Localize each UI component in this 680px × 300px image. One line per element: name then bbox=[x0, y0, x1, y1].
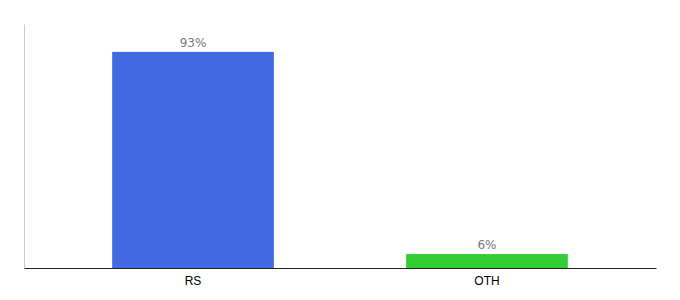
x-tick: RS bbox=[185, 274, 202, 288]
x-axis: RS OTH bbox=[25, 269, 657, 288]
bar bbox=[112, 52, 274, 268]
plot: RS OTH 93% 6% bbox=[25, 25, 657, 288]
bar bbox=[406, 254, 568, 268]
y-axis-line bbox=[24, 25, 25, 269]
y-axis bbox=[24, 25, 25, 269]
chart: RS OTH 93% 6% bbox=[0, 0, 680, 300]
x-tick-label: RS bbox=[185, 274, 202, 288]
x-tick-label: OTH bbox=[474, 274, 499, 288]
x-tick: OTH bbox=[474, 274, 499, 288]
data-label: 93% bbox=[180, 36, 207, 50]
data-label: 6% bbox=[477, 238, 496, 252]
data-labels: 93% 6% bbox=[180, 36, 497, 252]
bars bbox=[112, 52, 568, 268]
x-axis-line bbox=[25, 268, 657, 269]
